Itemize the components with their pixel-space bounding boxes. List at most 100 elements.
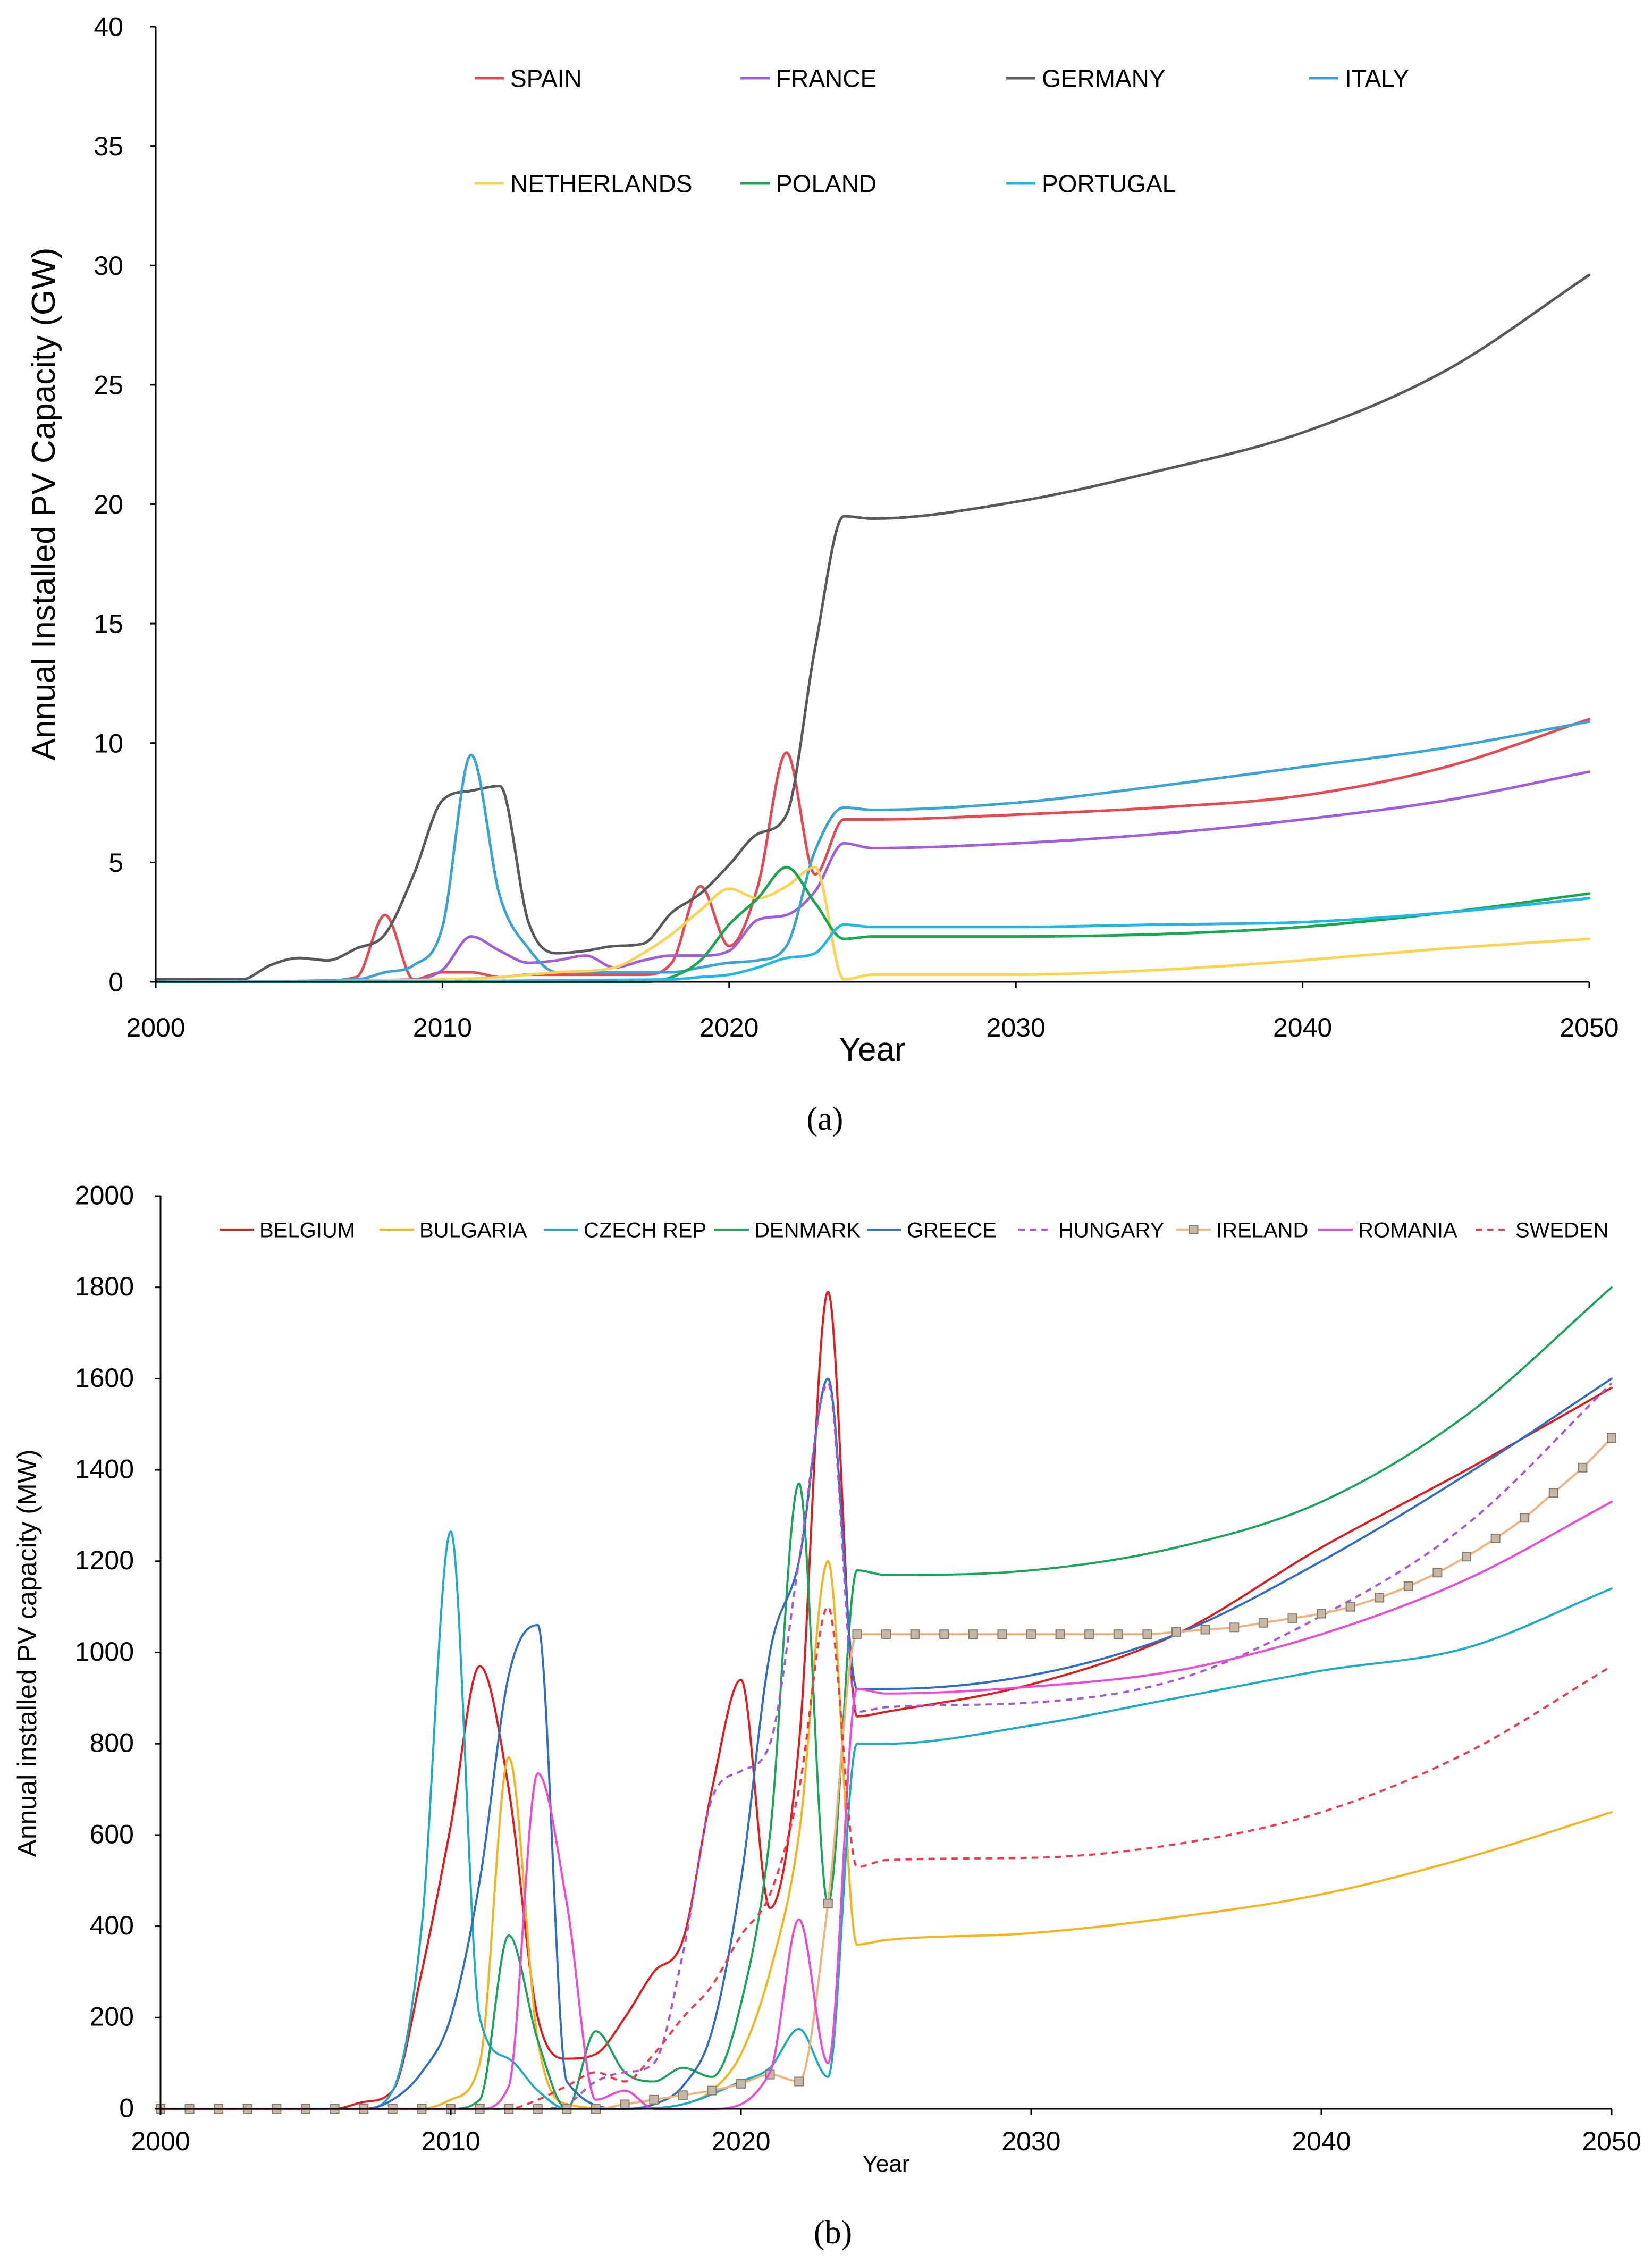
legend-label-ireland: IRELAND xyxy=(1216,1218,1308,1242)
data-point-ireland xyxy=(1171,1627,1181,1637)
chart-a-y-tick-label: 30 xyxy=(94,251,123,281)
data-point-ireland xyxy=(794,2076,804,2087)
series-line-sweden xyxy=(161,1605,1613,2110)
chart-b-x-ticks: 2000 2010 2020 2030 2040 2050 xyxy=(131,2109,1641,2156)
chart-a-y-tick-label: 35 xyxy=(94,131,123,161)
chart-a-caption: (a) xyxy=(807,1101,844,1137)
chart-a-y-ticks: 0 5 10 15 20 25 30 35 40 xyxy=(94,12,156,997)
chart-b-legend: BELGIUM BULGARIA CZECH REP DENMARK GREECE HUN… xyxy=(220,1218,1609,1242)
chart-b-x-tick-label: 2000 xyxy=(131,2126,190,2156)
data-point-ireland xyxy=(1490,1533,1501,1543)
chart-b-y-tick-label: 600 xyxy=(90,1819,134,1849)
chart-a-x-tick-label: 2020 xyxy=(699,1013,758,1042)
chart-b-y-tick-label: 2000 xyxy=(75,1180,134,1210)
chart-a-x-tick-label: 2040 xyxy=(1273,1013,1332,1042)
data-point-ireland xyxy=(1142,1629,1152,1639)
series-line-hungary xyxy=(161,1382,1613,2110)
legend-label-denmark: DENMARK xyxy=(754,1218,861,1242)
series-line-portugal xyxy=(154,897,1591,983)
chart-b: 0 200 400 600 800 1000 1200 1400 1600 1800 2000 20… xyxy=(12,1180,1641,2251)
chart-a-x-tick-label: 2000 xyxy=(126,1013,185,1042)
chart-b-y-tick-label: 1400 xyxy=(75,1454,134,1484)
data-point-ireland xyxy=(1113,1629,1123,1639)
chart-a-legend: SPAIN FRANCE GERMANY ITALY NETHERLANDS POLAND… xyxy=(475,65,1409,198)
data-point-ireland xyxy=(1548,1488,1558,1498)
series-line-belgium xyxy=(159,1291,1613,2110)
data-point-ireland xyxy=(910,1629,920,1639)
legend-label-greece: GREECE xyxy=(907,1218,997,1242)
chart-b-x-tick-label: 2040 xyxy=(1292,2126,1351,2156)
data-point-ireland xyxy=(968,1629,978,1639)
chart-a: 0 5 10 15 20 25 30 35 40 2000 2010 2020 2030 2040 205… xyxy=(26,12,1619,1138)
data-point-ireland xyxy=(1200,1625,1210,1635)
data-point-ireland xyxy=(707,2085,717,2096)
data-point-ireland xyxy=(939,1629,949,1639)
data-point-ireland xyxy=(649,2094,659,2105)
series-line-ireland xyxy=(159,1437,1613,2110)
series-line-greece xyxy=(159,1377,1613,2110)
data-point-ireland xyxy=(736,2079,746,2089)
legend-label-france: FRANCE xyxy=(776,65,876,92)
chart-a-y-tick-label: 10 xyxy=(94,728,123,758)
chart-a-y-axis-title: Annual Installed PV Capacity (GW) xyxy=(26,248,62,761)
data-point-ireland xyxy=(1317,1609,1326,1619)
data-point-ireland xyxy=(1432,1568,1443,1578)
series-line-spain xyxy=(154,718,1591,983)
legend-label-italy: ITALY xyxy=(1345,65,1409,92)
data-point-ireland xyxy=(1084,1629,1094,1639)
series-line-germany xyxy=(154,273,1591,981)
chart-b-y-tick-label: 1800 xyxy=(75,1272,134,1301)
data-point-ireland xyxy=(678,2090,688,2100)
series-line-bulgaria xyxy=(159,1560,1613,2110)
chart-a-x-ticks: 2000 2010 2020 2030 2040 2050 xyxy=(126,982,1619,1042)
data-point-ireland xyxy=(1520,1513,1530,1523)
chart-a-x-axis-title: Year xyxy=(839,1031,905,1068)
data-point-ireland xyxy=(1026,1629,1036,1639)
chart-a-x-tick-label: 2030 xyxy=(987,1013,1046,1042)
legend-label-netherlands: NETHERLANDS xyxy=(510,170,693,198)
data-point-ireland xyxy=(1403,1581,1413,1592)
chart-b-y-axis-title: Annual installed PV capacity (MW) xyxy=(12,1450,42,1857)
legend-label-poland: POLAND xyxy=(776,170,876,198)
chart-b-y-tick-label: 0 xyxy=(119,2093,134,2123)
chart-a-y-tick-label: 15 xyxy=(94,609,123,639)
data-point-ireland xyxy=(1462,1552,1471,1562)
chart-a-x-tick-label: 2050 xyxy=(1560,1013,1619,1042)
chart-b-y-tick-label: 200 xyxy=(90,2002,134,2032)
legend-label-hungary: HUNGARY xyxy=(1058,1218,1164,1242)
chart-b-y-tick-label: 800 xyxy=(90,1728,134,1758)
chart-b-x-tick-label: 2050 xyxy=(1582,2126,1641,2156)
legend-label-portugal: PORTUGAL xyxy=(1042,170,1176,198)
chart-a-y-tick-label: 0 xyxy=(108,968,123,997)
data-point-ireland xyxy=(620,2099,630,2109)
data-point-ireland xyxy=(1578,1462,1588,1473)
legend-label-czech-rep: CZECH REP xyxy=(584,1218,706,1242)
chart-b-x-tick-label: 2010 xyxy=(421,2126,480,2156)
series-line-czech-rep xyxy=(159,1530,1613,2110)
chart-b-y-ticks: 0 200 400 600 800 1000 1200 1400 1600 1800 2000 xyxy=(75,1180,161,2123)
chart-b-series xyxy=(156,1286,1616,2114)
data-point-ireland xyxy=(1375,1593,1385,1603)
series-line-italy xyxy=(154,720,1591,983)
legend-label-germany: GERMANY xyxy=(1042,65,1166,92)
data-point-ireland xyxy=(1258,1618,1268,1628)
chart-b-y-tick-label: 1600 xyxy=(75,1363,134,1393)
series-line-france xyxy=(154,770,1591,983)
data-point-ireland xyxy=(823,1898,833,1908)
chart-b-y-tick-label: 1200 xyxy=(75,1545,134,1575)
chart-b-caption: (b) xyxy=(814,2215,852,2251)
data-point-ireland xyxy=(1055,1629,1065,1639)
chart-a-y-tick-label: 20 xyxy=(94,490,123,519)
series-line-romania xyxy=(159,1501,1613,2110)
chart-a-y-tick-label: 40 xyxy=(94,12,123,42)
data-point-ireland xyxy=(1607,1433,1616,1443)
chart-a-y-tick-label: 25 xyxy=(94,370,123,400)
chart-b-x-tick-label: 2030 xyxy=(1001,2126,1060,2156)
legend-label-belgium: BELGIUM xyxy=(259,1218,355,1242)
data-point-ireland xyxy=(1345,1602,1355,1612)
data-point-ireland xyxy=(852,1629,862,1639)
data-point-ireland xyxy=(1287,1613,1297,1623)
data-point-ireland xyxy=(997,1629,1007,1639)
chart-b-x-tick-label: 2020 xyxy=(711,2126,770,2156)
